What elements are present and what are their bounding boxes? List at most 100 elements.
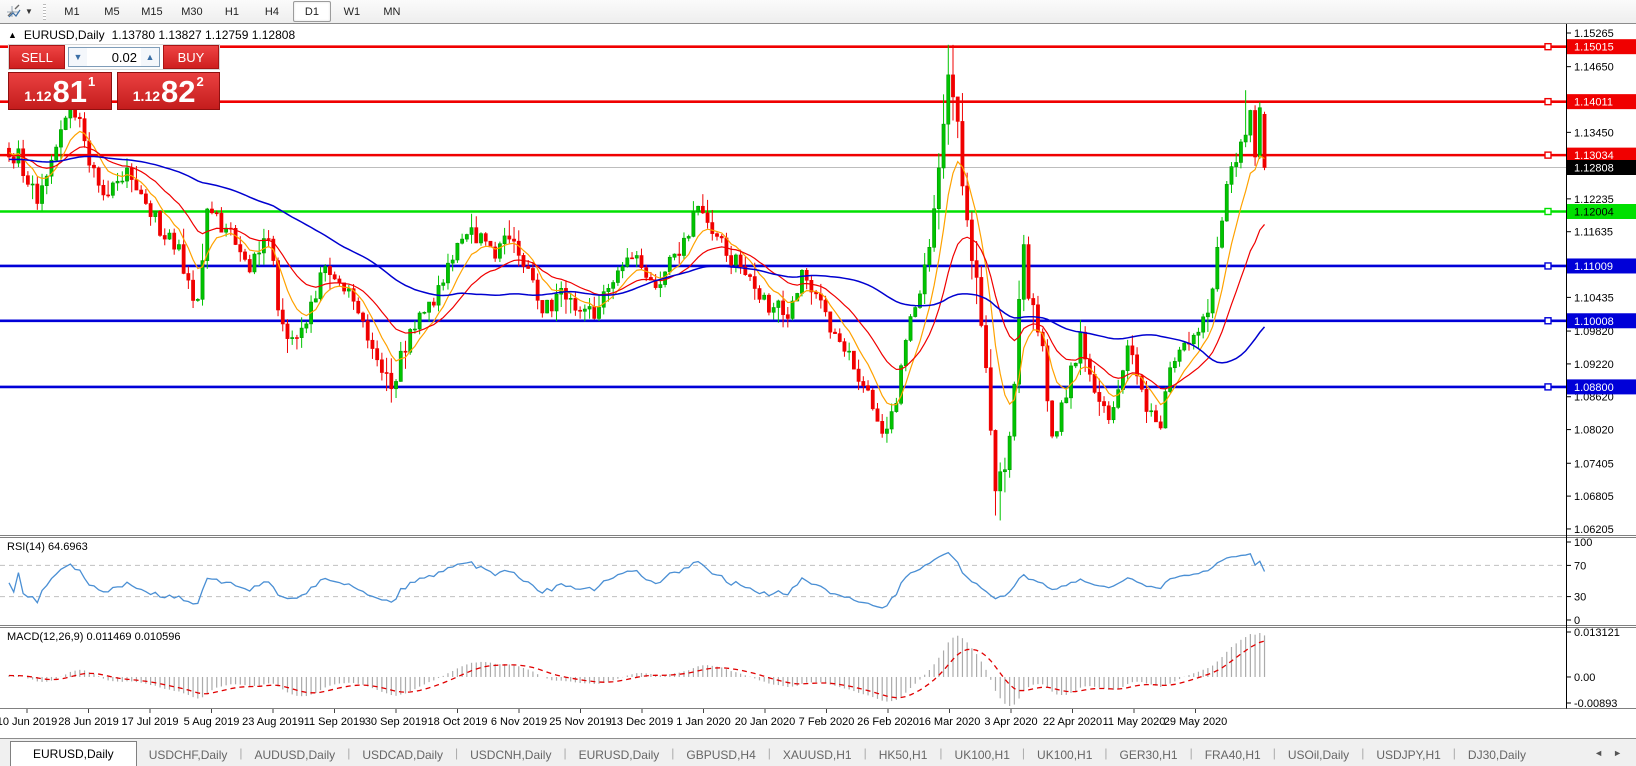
caret-down-icon: ▼ bbox=[25, 7, 33, 16]
level-handle[interactable] bbox=[1544, 151, 1552, 159]
macd-tick-label: 0.013121 bbox=[1574, 627, 1620, 639]
timeframe-button-M15[interactable]: M15 bbox=[141, 5, 163, 18]
tab-separator: | bbox=[1021, 745, 1026, 760]
chart-tab-eurusd-daily[interactable]: EURUSD,Daily bbox=[10, 741, 137, 766]
chart-tab-usdcad-daily[interactable]: USDCAD,Daily bbox=[362, 748, 443, 762]
timeframe-button-M5[interactable]: M5 bbox=[104, 5, 120, 18]
chart-tab-dj30-daily[interactable]: DJ30,Daily bbox=[1467, 748, 1526, 762]
tab-separator: | bbox=[239, 745, 243, 760]
timeframe-button-M30[interactable]: M30 bbox=[181, 5, 203, 18]
ma-slow-line bbox=[8, 155, 1266, 364]
rsi-tick-label: 30 bbox=[1574, 592, 1586, 604]
date-label: 11 May 2020 bbox=[1102, 716, 1166, 728]
chart-tab-usdjpy-h1[interactable]: USDJPY,H1 bbox=[1376, 748, 1441, 762]
chart-tab-uk100-h1[interactable]: UK100,H1 bbox=[1037, 748, 1093, 762]
date-label: 6 Nov 2019 bbox=[490, 716, 548, 728]
level-handle[interactable] bbox=[1544, 97, 1552, 106]
volume-decrease-icon[interactable]: ▼ bbox=[69, 48, 87, 66]
price-tick-label: 1.13450 bbox=[1574, 127, 1614, 139]
timeframe-button-MN[interactable]: MN bbox=[383, 5, 401, 18]
tab-separator: | bbox=[671, 745, 675, 760]
date-label: 16 Mar 2020 bbox=[918, 716, 981, 728]
tab-separator: | bbox=[767, 745, 771, 760]
time-axis[interactable]: 10 Jun 2019 28 Jun 2019 17 Jul 2019 5 Aug 2… bbox=[0, 716, 1566, 732]
volume-increase-icon[interactable]: ▲ bbox=[141, 48, 159, 66]
level-handle[interactable] bbox=[1544, 207, 1552, 216]
macd-histogram bbox=[8, 633, 1266, 706]
tab-separator: | bbox=[939, 745, 943, 760]
ma-mid-line bbox=[8, 146, 1265, 390]
sell-price-button[interactable]: 1.12 81 1 bbox=[8, 72, 112, 110]
chart-tab-ger30-h1[interactable]: GER30,H1 bbox=[1119, 748, 1178, 762]
date-label: 5 Aug 2019 bbox=[183, 716, 240, 728]
tab-separator: | bbox=[455, 745, 459, 760]
timeframe-button-W1[interactable]: W1 bbox=[343, 5, 361, 18]
date-label: 18 Oct 2019 bbox=[427, 716, 488, 728]
timeframe-button-D1[interactable]: D1 bbox=[292, 1, 331, 22]
price-tick-label: 1.07405 bbox=[1574, 458, 1614, 470]
chart-ohlc-values: 1.13780 1.13827 1.12759 1.12808 bbox=[111, 28, 296, 42]
sell-price-prefix: 1.12 bbox=[24, 88, 52, 104]
date-label: 30 Sep 2019 bbox=[364, 716, 428, 728]
macd-tick-label: -0.00893 bbox=[1574, 698, 1617, 710]
level-price-badge: 1.08800 bbox=[1574, 382, 1614, 394]
price-axis[interactable]: 1.15265 1.14650 1.13450 1.12235 1.11635 1.104… bbox=[1566, 28, 1636, 710]
chart-tab-uk100-h1[interactable]: UK100,H1 bbox=[954, 748, 1010, 762]
date-label: 1 Jan 2020 bbox=[676, 716, 731, 728]
date-label: 7 Feb 2020 bbox=[798, 716, 855, 728]
buy-button[interactable]: BUY bbox=[163, 45, 219, 69]
buy-price-big: 82 bbox=[161, 74, 196, 109]
ma-fast-line bbox=[8, 130, 1265, 406]
chart-cursor-icon bbox=[6, 4, 22, 20]
chart-tab-usoil-daily[interactable]: USOil,Daily bbox=[1287, 748, 1350, 762]
chart-tab-xauusd-h1[interactable]: XAUUSD,H1 bbox=[782, 748, 852, 762]
chart-tab-usdchf-daily[interactable]: USDCHF,Daily bbox=[148, 748, 228, 762]
tab-separator: | bbox=[563, 745, 567, 760]
timeframe-buttons: M1 M5 M15 M30 H1 H4 D1 W1 MN bbox=[52, 1, 412, 22]
level-price-badge: 1.11009 bbox=[1574, 261, 1613, 273]
chart-tab-fra40-h1[interactable]: FRA40,H1 bbox=[1204, 748, 1261, 762]
date-label: 11 Sep 2019 bbox=[303, 716, 366, 728]
chart-tab-gbpusd-h4[interactable]: GBPUSD,H4 bbox=[686, 748, 756, 762]
level-handle[interactable] bbox=[1544, 42, 1552, 51]
timeframe-button-H4[interactable]: H4 bbox=[264, 5, 279, 18]
sell-button[interactable]: SELL bbox=[9, 45, 65, 69]
date-label: 25 Nov 2019 bbox=[549, 716, 612, 728]
current-price-badge: 1.12808 bbox=[1574, 162, 1614, 174]
price-tick-label: 1.15265 bbox=[1574, 28, 1614, 40]
date-label: 10 Jun 2019 bbox=[0, 716, 58, 728]
volume-stepper: ▼ ▲ bbox=[68, 47, 160, 67]
level-price-badge: 1.14011 bbox=[1574, 97, 1613, 109]
tab-separator: | bbox=[1452, 745, 1456, 760]
chart-tab-audusd-daily[interactable]: AUDUSD,Daily bbox=[254, 748, 336, 762]
chart-tab-usdcnh-daily[interactable]: USDCNH,Daily bbox=[470, 748, 552, 762]
timeframe-button-M1[interactable]: M1 bbox=[64, 5, 80, 18]
date-label: 3 Apr 2020 bbox=[984, 716, 1038, 728]
level-handle[interactable] bbox=[1544, 383, 1552, 391]
buy-price-button[interactable]: 1.12 82 2 bbox=[116, 72, 220, 110]
level-handle[interactable] bbox=[1544, 262, 1552, 270]
tab-separator: | bbox=[347, 745, 351, 760]
tab-separator: | bbox=[1272, 745, 1276, 760]
buy-price-sup: 2 bbox=[196, 74, 204, 89]
macd-label: MACD(12,26,9) 0.011469 0.010596 bbox=[7, 631, 181, 643]
date-label: 26 Feb 2020 bbox=[857, 716, 919, 728]
level-price-badge: 1.10008 bbox=[1574, 316, 1614, 328]
top-toolbar: ▼ M1 M5 M15 M30 H1 H4 D1 W1 MN bbox=[0, 0, 1636, 24]
price-tick-label: 1.10435 bbox=[1574, 292, 1614, 304]
chart-tab-eurusd-daily[interactable]: EURUSD,Daily bbox=[578, 748, 660, 762]
level-handle[interactable] bbox=[1544, 317, 1552, 325]
level-price-badge: 1.12004 bbox=[1574, 207, 1614, 219]
collapse-panel-icon[interactable]: ▲ bbox=[8, 30, 17, 40]
tab-scroll-left-icon[interactable]: ◄ bbox=[1594, 747, 1604, 758]
chart-tool-button[interactable]: ▼ bbox=[0, 0, 39, 23]
chart-symbol-label: EURUSD,Daily bbox=[23, 28, 105, 42]
volume-input[interactable] bbox=[87, 48, 141, 66]
tab-separator: | bbox=[1189, 745, 1193, 760]
price-tick-label: 1.08620 bbox=[1574, 392, 1614, 404]
toolbar-grip bbox=[42, 3, 46, 20]
tab-scroll-right-icon[interactable]: ► bbox=[1613, 747, 1622, 758]
chart-tab-hk50-h1[interactable]: HK50,H1 bbox=[878, 748, 928, 762]
timeframe-button-H1[interactable]: H1 bbox=[224, 5, 239, 18]
